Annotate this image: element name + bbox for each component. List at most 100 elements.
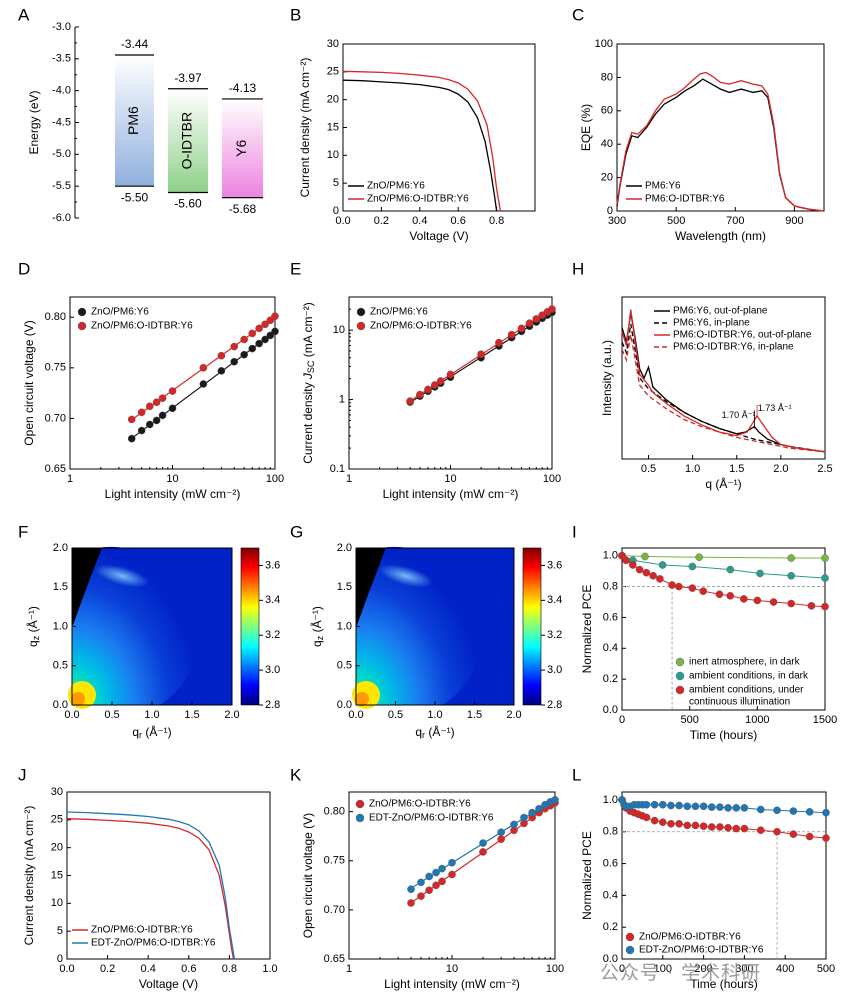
- y-tick-label: 0.2: [603, 921, 618, 933]
- data-point: [667, 801, 675, 810]
- data-point: [438, 877, 446, 886]
- x-tick-label: 1.0: [262, 963, 277, 975]
- data-point: [217, 367, 226, 375]
- y-axis-label: qz (Å⁻¹): [309, 606, 325, 647]
- lumo-label: -3.44: [121, 37, 149, 51]
- y-tick-label: 0.8: [603, 826, 618, 838]
- data-point: [425, 886, 433, 895]
- data-point: [688, 584, 697, 592]
- data-point: [691, 802, 700, 811]
- data-point: [535, 804, 543, 813]
- x-axis-label: Time (hours): [690, 728, 758, 742]
- y-tick-label: 1.0: [337, 620, 352, 632]
- data-point: [425, 872, 433, 881]
- data-point: [683, 821, 692, 830]
- data-point: [724, 823, 732, 832]
- scattering-intensity: [72, 546, 200, 705]
- x-tick-label: 1.0: [427, 709, 442, 721]
- beam-center: [355, 692, 369, 706]
- legend-entry: EDT-ZnO/PM6:O-IDTBR:Y6: [639, 945, 764, 956]
- data-point: [667, 820, 675, 828]
- data-point: [726, 592, 735, 600]
- data-point: [787, 599, 795, 608]
- data-point: [642, 813, 651, 822]
- legend-entry: EDT-ZnO/PM6:O-IDTBR:Y6: [91, 938, 216, 949]
- i-frame: [621, 547, 826, 711]
- legend-entry-swatch: [675, 685, 685, 695]
- pi-stacking-arc: [378, 564, 434, 588]
- y-tick-label: 15: [51, 869, 63, 881]
- data-point: [740, 804, 749, 812]
- x-tick-label: 0.0: [348, 709, 363, 721]
- data-point: [271, 312, 279, 321]
- x-axis-label: q (Å⁻¹): [705, 476, 741, 491]
- lumo-label: -4.13: [229, 81, 257, 95]
- data-point: [137, 426, 146, 435]
- data-point: [635, 565, 644, 574]
- data-point: [658, 561, 667, 569]
- data-point: [479, 848, 487, 856]
- data-point: [446, 370, 455, 379]
- x-tick-label: 2.0: [224, 709, 239, 721]
- x-tick-label: 2.0: [506, 709, 521, 721]
- y-axis-label: Normalized PCE: [580, 585, 594, 674]
- data-point: [248, 329, 257, 338]
- colorbar-tick-label: 3.2: [547, 629, 562, 641]
- data-point: [510, 820, 518, 829]
- data-point: [822, 834, 830, 842]
- colorbar-tick-label: 3.4: [265, 594, 280, 606]
- data-point: [477, 350, 485, 359]
- data-point: [668, 581, 676, 589]
- x-tick-label: 1: [346, 963, 352, 975]
- data-point: [773, 827, 781, 836]
- data-point: [127, 415, 136, 424]
- y-tick-label: 60: [601, 105, 613, 117]
- data-point: [716, 803, 724, 811]
- data-point: [199, 364, 208, 372]
- x-tick-label: 1: [67, 473, 73, 485]
- y-tick-label: 0.5: [337, 660, 352, 672]
- x-tick-label: 0.6: [181, 963, 196, 975]
- legend-entry-swatch: [355, 813, 365, 823]
- data-point: [525, 319, 534, 327]
- x-tick-label: 10: [166, 473, 178, 485]
- y-axis-label: Current density JSC (mA cm⁻²): [301, 302, 316, 464]
- panel-letter-d: D: [18, 259, 30, 278]
- data-point: [716, 823, 724, 831]
- x-tick-label: 0.2: [374, 215, 389, 227]
- x-tick-label: 100: [543, 473, 561, 485]
- x-tick-label: 1.5: [184, 709, 199, 721]
- data-point: [528, 808, 536, 817]
- jv-curve-0: [66, 818, 235, 960]
- y-tick-label: 30: [327, 38, 339, 50]
- x-tick-label: 0.8: [222, 963, 237, 975]
- legend-entry-swatch: [625, 945, 635, 955]
- legend-entry: ZnO/PM6:O-IDTBR:Y6: [639, 932, 741, 943]
- missing-wedge: [72, 548, 102, 628]
- data-point: [805, 832, 814, 841]
- y-tick-label: 0.6: [603, 611, 618, 623]
- y-axis-label: Open circuit voltage (V): [22, 320, 36, 445]
- y-tick-label: 0.0: [337, 699, 352, 711]
- y-tick-label: 0.0: [603, 953, 618, 965]
- legend-entry-swatch: [355, 799, 365, 809]
- data-point: [787, 554, 795, 562]
- y-tick-label: 20: [327, 94, 339, 106]
- homo-label: -5.60: [174, 197, 202, 211]
- y-tick-label: -5.0: [52, 148, 71, 160]
- data-point: [642, 568, 651, 577]
- data-point: [726, 565, 735, 574]
- giwaxs-curve-3: [621, 334, 826, 453]
- data-point: [683, 802, 692, 811]
- data-point: [127, 434, 136, 443]
- stability-line-1: [621, 555, 826, 579]
- y-tick-label: 2.0: [337, 542, 352, 554]
- data-point: [707, 803, 716, 811]
- missing-wedge: [356, 548, 386, 628]
- y-tick-label: 80: [601, 71, 613, 83]
- data-point: [756, 805, 765, 814]
- y-tick-label: 0.70: [324, 904, 345, 916]
- energy-bar-y6: [222, 98, 263, 198]
- legend-entry: PM6:O-IDTBR:Y6: [645, 194, 725, 205]
